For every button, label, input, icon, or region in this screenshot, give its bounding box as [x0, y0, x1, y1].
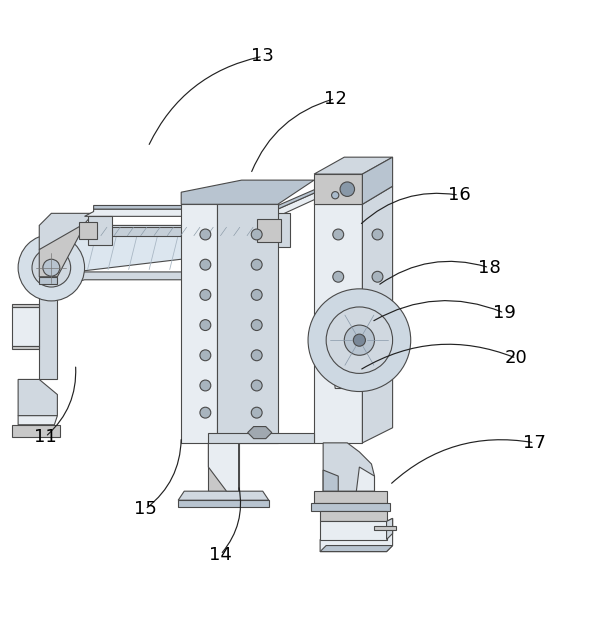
Polygon shape	[208, 433, 314, 443]
Text: 12: 12	[324, 90, 347, 108]
Circle shape	[308, 289, 411, 391]
Text: 11: 11	[34, 428, 57, 446]
Circle shape	[200, 289, 211, 300]
Circle shape	[372, 320, 383, 331]
Circle shape	[372, 229, 383, 240]
Polygon shape	[85, 177, 350, 217]
Polygon shape	[12, 346, 39, 349]
Polygon shape	[320, 521, 387, 540]
Polygon shape	[39, 213, 94, 250]
Circle shape	[340, 182, 355, 197]
Polygon shape	[332, 340, 371, 389]
Polygon shape	[387, 518, 393, 540]
Polygon shape	[18, 379, 57, 416]
Circle shape	[326, 307, 393, 373]
Circle shape	[251, 289, 262, 300]
Polygon shape	[266, 213, 290, 247]
Circle shape	[251, 229, 262, 240]
Text: 17: 17	[523, 434, 546, 452]
Circle shape	[200, 380, 211, 391]
Polygon shape	[178, 500, 269, 508]
Polygon shape	[79, 222, 97, 239]
Polygon shape	[374, 526, 396, 530]
Polygon shape	[323, 443, 374, 491]
Polygon shape	[12, 424, 60, 437]
Polygon shape	[320, 518, 393, 552]
Circle shape	[200, 229, 211, 240]
Circle shape	[200, 408, 211, 418]
Polygon shape	[314, 204, 362, 443]
Text: 16: 16	[448, 186, 471, 204]
Polygon shape	[217, 204, 278, 443]
Circle shape	[332, 192, 339, 199]
Polygon shape	[320, 511, 387, 521]
Circle shape	[333, 271, 344, 282]
Polygon shape	[362, 186, 393, 443]
Circle shape	[353, 334, 365, 346]
Polygon shape	[18, 416, 57, 424]
Polygon shape	[323, 470, 338, 491]
Circle shape	[251, 350, 262, 361]
Polygon shape	[178, 491, 269, 500]
Circle shape	[200, 259, 211, 270]
Circle shape	[32, 249, 71, 287]
Polygon shape	[356, 467, 374, 491]
Polygon shape	[181, 180, 314, 204]
Text: 13: 13	[251, 48, 274, 65]
Polygon shape	[208, 443, 239, 491]
Polygon shape	[39, 225, 85, 277]
Circle shape	[200, 320, 211, 331]
Polygon shape	[314, 157, 393, 174]
Text: 19: 19	[493, 304, 516, 322]
Circle shape	[251, 320, 262, 331]
Circle shape	[200, 350, 211, 361]
Polygon shape	[51, 272, 278, 289]
Polygon shape	[314, 174, 362, 204]
Polygon shape	[88, 217, 112, 245]
Polygon shape	[314, 491, 387, 503]
Polygon shape	[94, 174, 350, 209]
Circle shape	[251, 380, 262, 391]
Polygon shape	[39, 277, 57, 379]
Polygon shape	[51, 232, 278, 280]
Circle shape	[251, 259, 262, 270]
Polygon shape	[51, 225, 278, 253]
Polygon shape	[311, 503, 390, 511]
Polygon shape	[12, 304, 39, 307]
Circle shape	[372, 271, 383, 282]
Circle shape	[333, 320, 344, 331]
Polygon shape	[314, 186, 393, 204]
Polygon shape	[362, 157, 393, 204]
Circle shape	[251, 408, 262, 418]
Polygon shape	[257, 219, 281, 242]
Text: 14: 14	[209, 546, 232, 563]
Polygon shape	[248, 426, 272, 439]
Polygon shape	[320, 545, 393, 552]
Circle shape	[333, 229, 344, 240]
Text: 20: 20	[505, 349, 528, 367]
Polygon shape	[85, 227, 275, 235]
Circle shape	[43, 259, 60, 276]
Circle shape	[344, 325, 374, 356]
Circle shape	[18, 235, 85, 301]
Text: 15: 15	[133, 500, 156, 518]
Polygon shape	[208, 443, 239, 491]
Text: 18: 18	[478, 259, 501, 277]
Polygon shape	[181, 204, 217, 443]
Polygon shape	[12, 307, 39, 346]
Polygon shape	[39, 277, 57, 284]
